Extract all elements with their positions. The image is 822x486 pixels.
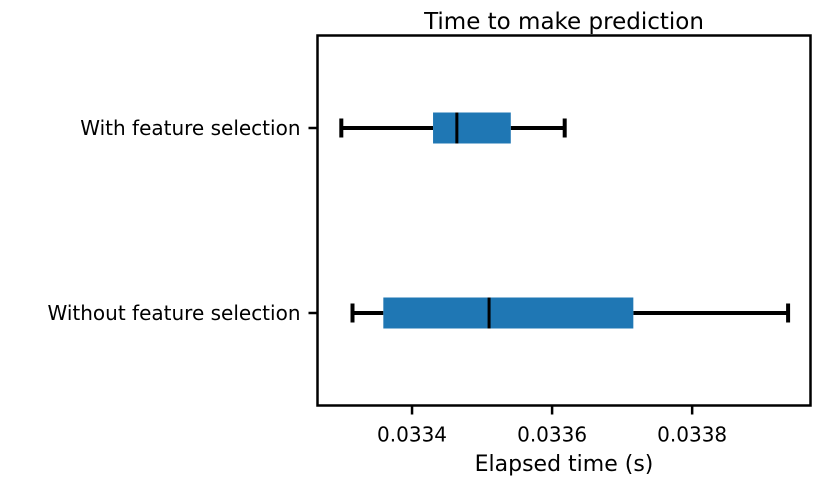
y-tick-label: With feature selection <box>80 116 300 140</box>
box-2 <box>339 112 567 144</box>
box-1 <box>350 297 791 329</box>
x-axis-ticks: 0.0334 0.0336 0.0338 <box>377 405 727 447</box>
x-tick-label: 0.0334 <box>377 423 447 447</box>
x-tick-label: 0.0336 <box>517 423 587 447</box>
y-tick-label: Without feature selection <box>48 301 301 325</box>
iqr-box <box>433 112 511 144</box>
x-tick-label: 0.0338 <box>657 423 727 447</box>
axes-frame <box>316 34 812 407</box>
y-axis-ticks: Without feature selection With feature se… <box>48 116 318 325</box>
plot-marks <box>339 112 791 329</box>
chart-title: Time to make prediction <box>423 9 704 35</box>
iqr-box <box>383 297 634 329</box>
x-axis-label: Elapsed time (s) <box>475 452 654 477</box>
